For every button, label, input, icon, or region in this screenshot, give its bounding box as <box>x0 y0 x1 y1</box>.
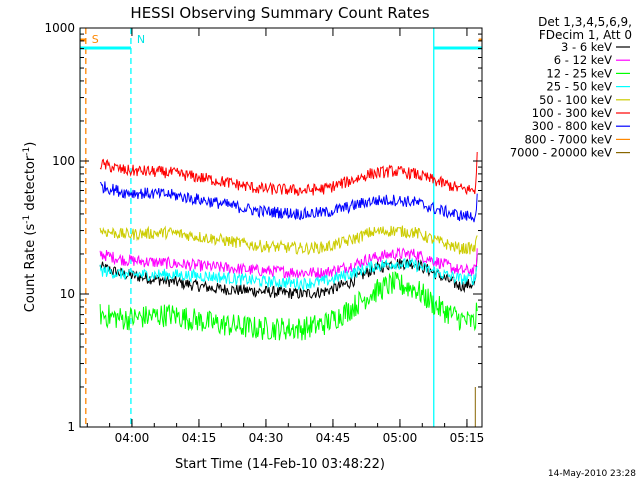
chart-title: HESSI Observing Summary Count Rates <box>130 4 429 22</box>
series-line-3 <box>99 257 478 291</box>
legend-label-7: 800 - 7000 keV <box>524 132 612 146</box>
x-axis-label: Start Time (14-Feb-10 03:48:22) <box>175 457 385 472</box>
x-tick-label-1: 04:15 <box>182 431 217 445</box>
x-tick-label-2: 04:30 <box>249 431 284 445</box>
series-line-4 <box>99 225 478 256</box>
legend-label-3: 25 - 50 keV <box>546 80 612 94</box>
legend-label-1: 6 - 12 keV <box>554 53 612 67</box>
legend-header-line-1: Det 1,3,4,5,6,9, <box>538 15 632 29</box>
legend: Det 1,3,4,5,6,9, FDecim 1, Att 0 3 - 6 k… <box>510 15 632 160</box>
y-tick-label-0: 1 <box>67 420 75 434</box>
legend-label-2: 12 - 25 keV <box>546 66 612 80</box>
series-line-5 <box>99 151 478 197</box>
series-line-2 <box>99 271 478 341</box>
series-line-6 <box>99 181 478 223</box>
legend-label-8: 7000 - 20000 keV <box>510 146 612 160</box>
y-axis-label-mid: detector <box>23 155 38 215</box>
y-tick-label-1: 10 <box>60 287 75 301</box>
series-line-1 <box>99 246 478 279</box>
x-tick-label-0: 04:00 <box>115 431 150 445</box>
legend-header-line-2: FDecim 1, Att 0 <box>539 28 632 42</box>
x-tick-label-4: 05:00 <box>383 431 418 445</box>
y-axis-label-main: Count Rate (s <box>23 224 38 313</box>
legend-label-0: 3 - 6 keV <box>561 40 612 54</box>
legend-label-6: 300 - 800 keV <box>532 119 612 133</box>
annotation-n: N <box>137 33 145 46</box>
legend-label-5: 100 - 300 keV <box>532 106 612 120</box>
axis-ticks: 04:00 04:15 04:30 04:45 05:00 05:15 1 10 100 1000 <box>44 21 484 445</box>
annotation-s: S <box>92 33 99 46</box>
footer-date: 14-May-2010 23:28 <box>548 469 636 479</box>
y-axis-label-sup1: -1 <box>22 215 32 224</box>
y-axis-label-end: ) <box>23 142 38 147</box>
y-tick-label-3: 1000 <box>44 21 75 35</box>
y-tick-label-2: 100 <box>52 154 75 168</box>
legend-label-4: 50 - 100 keV <box>539 93 612 107</box>
y-axis-label: Count Rate (s-1 detector-1) <box>22 142 38 313</box>
x-tick-label-5: 05:15 <box>450 431 485 445</box>
x-tick-label-3: 04:45 <box>316 431 351 445</box>
y-axis-label-sup2: -1 <box>22 147 32 156</box>
plot-frame <box>79 27 483 428</box>
